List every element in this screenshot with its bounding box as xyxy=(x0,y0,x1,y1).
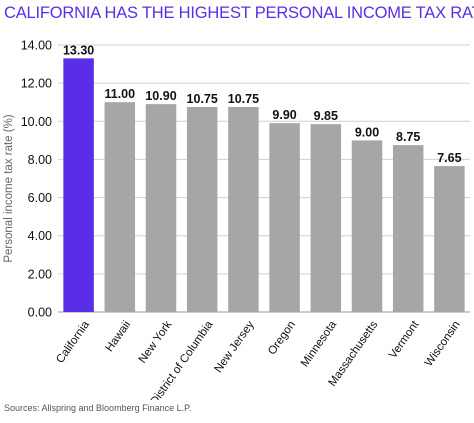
y-tick-label: 6.00 xyxy=(28,191,52,205)
y-axis-ticks: 0.00 2.00 4.00 6.00 8.00 10.00 12.00 14.00 xyxy=(21,39,52,320)
bar xyxy=(63,58,94,312)
y-tick-label: 8.00 xyxy=(28,153,52,167)
y-tick-label: 2.00 xyxy=(28,267,52,281)
y-axis-label: Personal income tax rate (%) xyxy=(3,114,15,262)
data-label: 10.75 xyxy=(228,92,259,106)
x-tick-label: Wisconsin xyxy=(423,319,463,369)
data-label: 9.90 xyxy=(272,108,296,122)
data-label: 7.65 xyxy=(437,151,461,165)
data-label: 11.00 xyxy=(105,87,136,101)
bar xyxy=(186,106,218,312)
bar xyxy=(434,166,465,312)
chart-title: CALIFORNIA HAS THE HIGHEST PERSONAL INCO… xyxy=(4,4,474,22)
x-tick-label: Hawaii xyxy=(104,319,134,354)
data-label: 9.00 xyxy=(355,125,379,139)
x-tick-label: New Jersey xyxy=(212,319,256,375)
bars xyxy=(63,58,465,313)
x-tick-label: Oregon xyxy=(266,319,298,357)
value-labels: 13.30 11.00 10.90 10.75 10.75 9.90 9.85 9.00 8.7… xyxy=(63,43,462,165)
bar xyxy=(351,140,383,312)
source-note: Sources: Allspring and Bloomberg Finance… xyxy=(4,403,192,413)
y-tick-label: 4.00 xyxy=(28,229,52,243)
x-tick-label: Minnesota xyxy=(299,318,340,369)
y-tick-label: 10.00 xyxy=(21,115,52,129)
bar xyxy=(269,123,300,312)
bar xyxy=(228,106,259,312)
bar xyxy=(392,145,424,312)
y-tick-label: 14.00 xyxy=(21,39,52,53)
bar xyxy=(145,104,177,312)
bar-chart: 0.00 2.00 4.00 6.00 8.00 10.00 12.00 14.00 13.3… xyxy=(3,39,470,400)
y-tick-label: 0.00 xyxy=(28,306,52,320)
data-label: 8.75 xyxy=(396,130,420,144)
x-tick-label: New York xyxy=(137,319,175,366)
data-label: 10.90 xyxy=(145,89,176,103)
data-label: 9.85 xyxy=(314,109,338,123)
x-tick-label: Vermont xyxy=(387,318,422,361)
bar xyxy=(310,124,342,313)
bar xyxy=(104,102,136,312)
x-tick-label: California xyxy=(54,318,92,365)
data-label: 13.30 xyxy=(63,43,94,57)
data-label: 10.75 xyxy=(187,92,218,106)
y-tick-label: 12.00 xyxy=(21,77,52,91)
